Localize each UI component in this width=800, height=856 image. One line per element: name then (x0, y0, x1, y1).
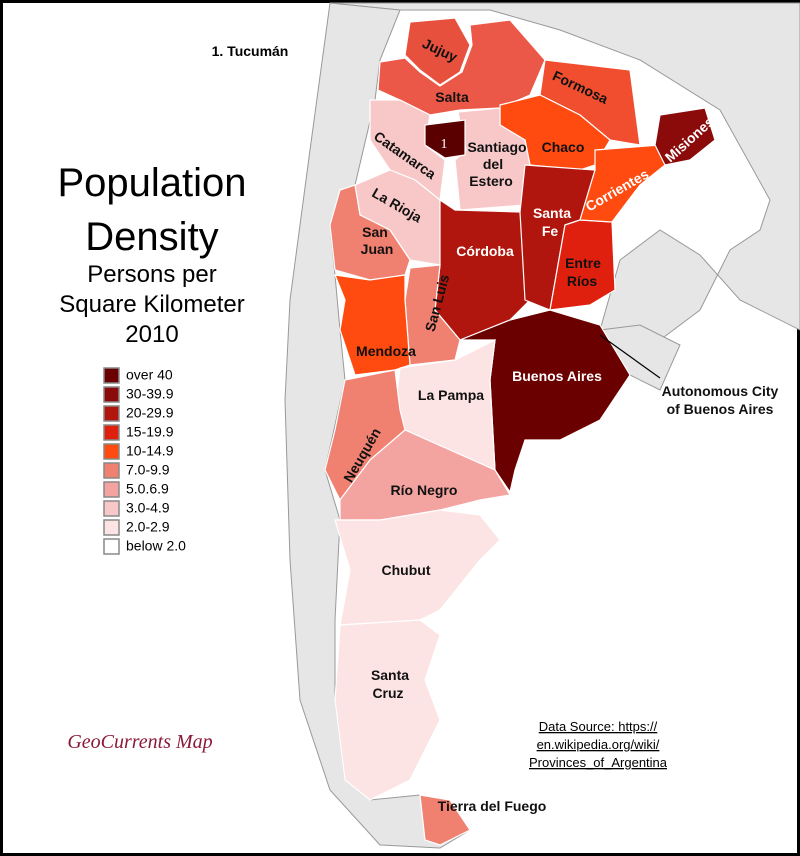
province (654, 107, 716, 166)
legend-label: below 2.0 (126, 538, 186, 554)
province-label: Mendoza (356, 343, 416, 359)
province (377, 19, 546, 116)
legend-label: 3.0-4.9 (126, 500, 170, 516)
legend: over 40 30-39.9 20-29.9 15-19.9 10-14.9 7.0-9… (103, 367, 186, 555)
province-label: Córdoba (456, 243, 514, 259)
legend-swatch (103, 538, 120, 555)
legend-swatch (103, 424, 120, 441)
province-label: Entre Ríos (565, 255, 601, 289)
legend-swatch (103, 462, 120, 479)
province (334, 619, 441, 801)
province-label: San Juan (361, 224, 394, 257)
province-label: La Pampa (418, 387, 484, 403)
province-label: 1 (441, 137, 448, 152)
legend-swatch (103, 386, 120, 403)
province (329, 184, 411, 281)
legend-label: 15-19.9 (126, 424, 174, 440)
province-label: Tierra del Fuego (438, 798, 547, 814)
callout: Autonomous City of Buenos Aires (662, 383, 779, 417)
legend-label: 30-39.9 (126, 386, 174, 402)
province-label: Santa Fe (533, 205, 571, 239)
legend-label: 7.0-9.9 (126, 462, 170, 478)
title: Population Density (57, 161, 246, 259)
province (419, 794, 471, 846)
legend-label: 10-14.9 (126, 443, 174, 459)
province-label: Chubut (382, 562, 431, 578)
province (424, 119, 466, 159)
province (334, 509, 501, 626)
legend-label: 20-29.9 (126, 405, 174, 421)
legend-label: 5.0.6.9 (126, 481, 169, 497)
legend-swatch (103, 443, 120, 460)
legend-label: over 40 (126, 367, 173, 383)
legend-swatch (103, 405, 120, 422)
province-label: Santa Cruz (371, 667, 409, 701)
province-label: Chaco (542, 139, 585, 155)
legend-swatch (103, 367, 120, 384)
province-label: Buenos Aires (512, 368, 602, 384)
callout-line (599, 334, 661, 379)
legend-swatch (103, 519, 120, 536)
legend-swatch (103, 500, 120, 517)
province-label: Santiago del Estero (467, 139, 526, 189)
subtitle: Persons per Square Kilometer 2010 (59, 261, 244, 348)
province (404, 17, 471, 86)
neighbor-country (329, 2, 800, 341)
source: Data Source: https://en.wikipedia.org/wi… (529, 719, 668, 770)
legend-swatch (103, 481, 120, 498)
note: 1. Tucumán (212, 43, 289, 59)
province-label: Río Negro (391, 482, 458, 498)
credit: GeoCurrents Map (67, 731, 212, 753)
province-label: Salta (435, 89, 469, 105)
legend-label: 2.0-2.9 (126, 519, 170, 535)
